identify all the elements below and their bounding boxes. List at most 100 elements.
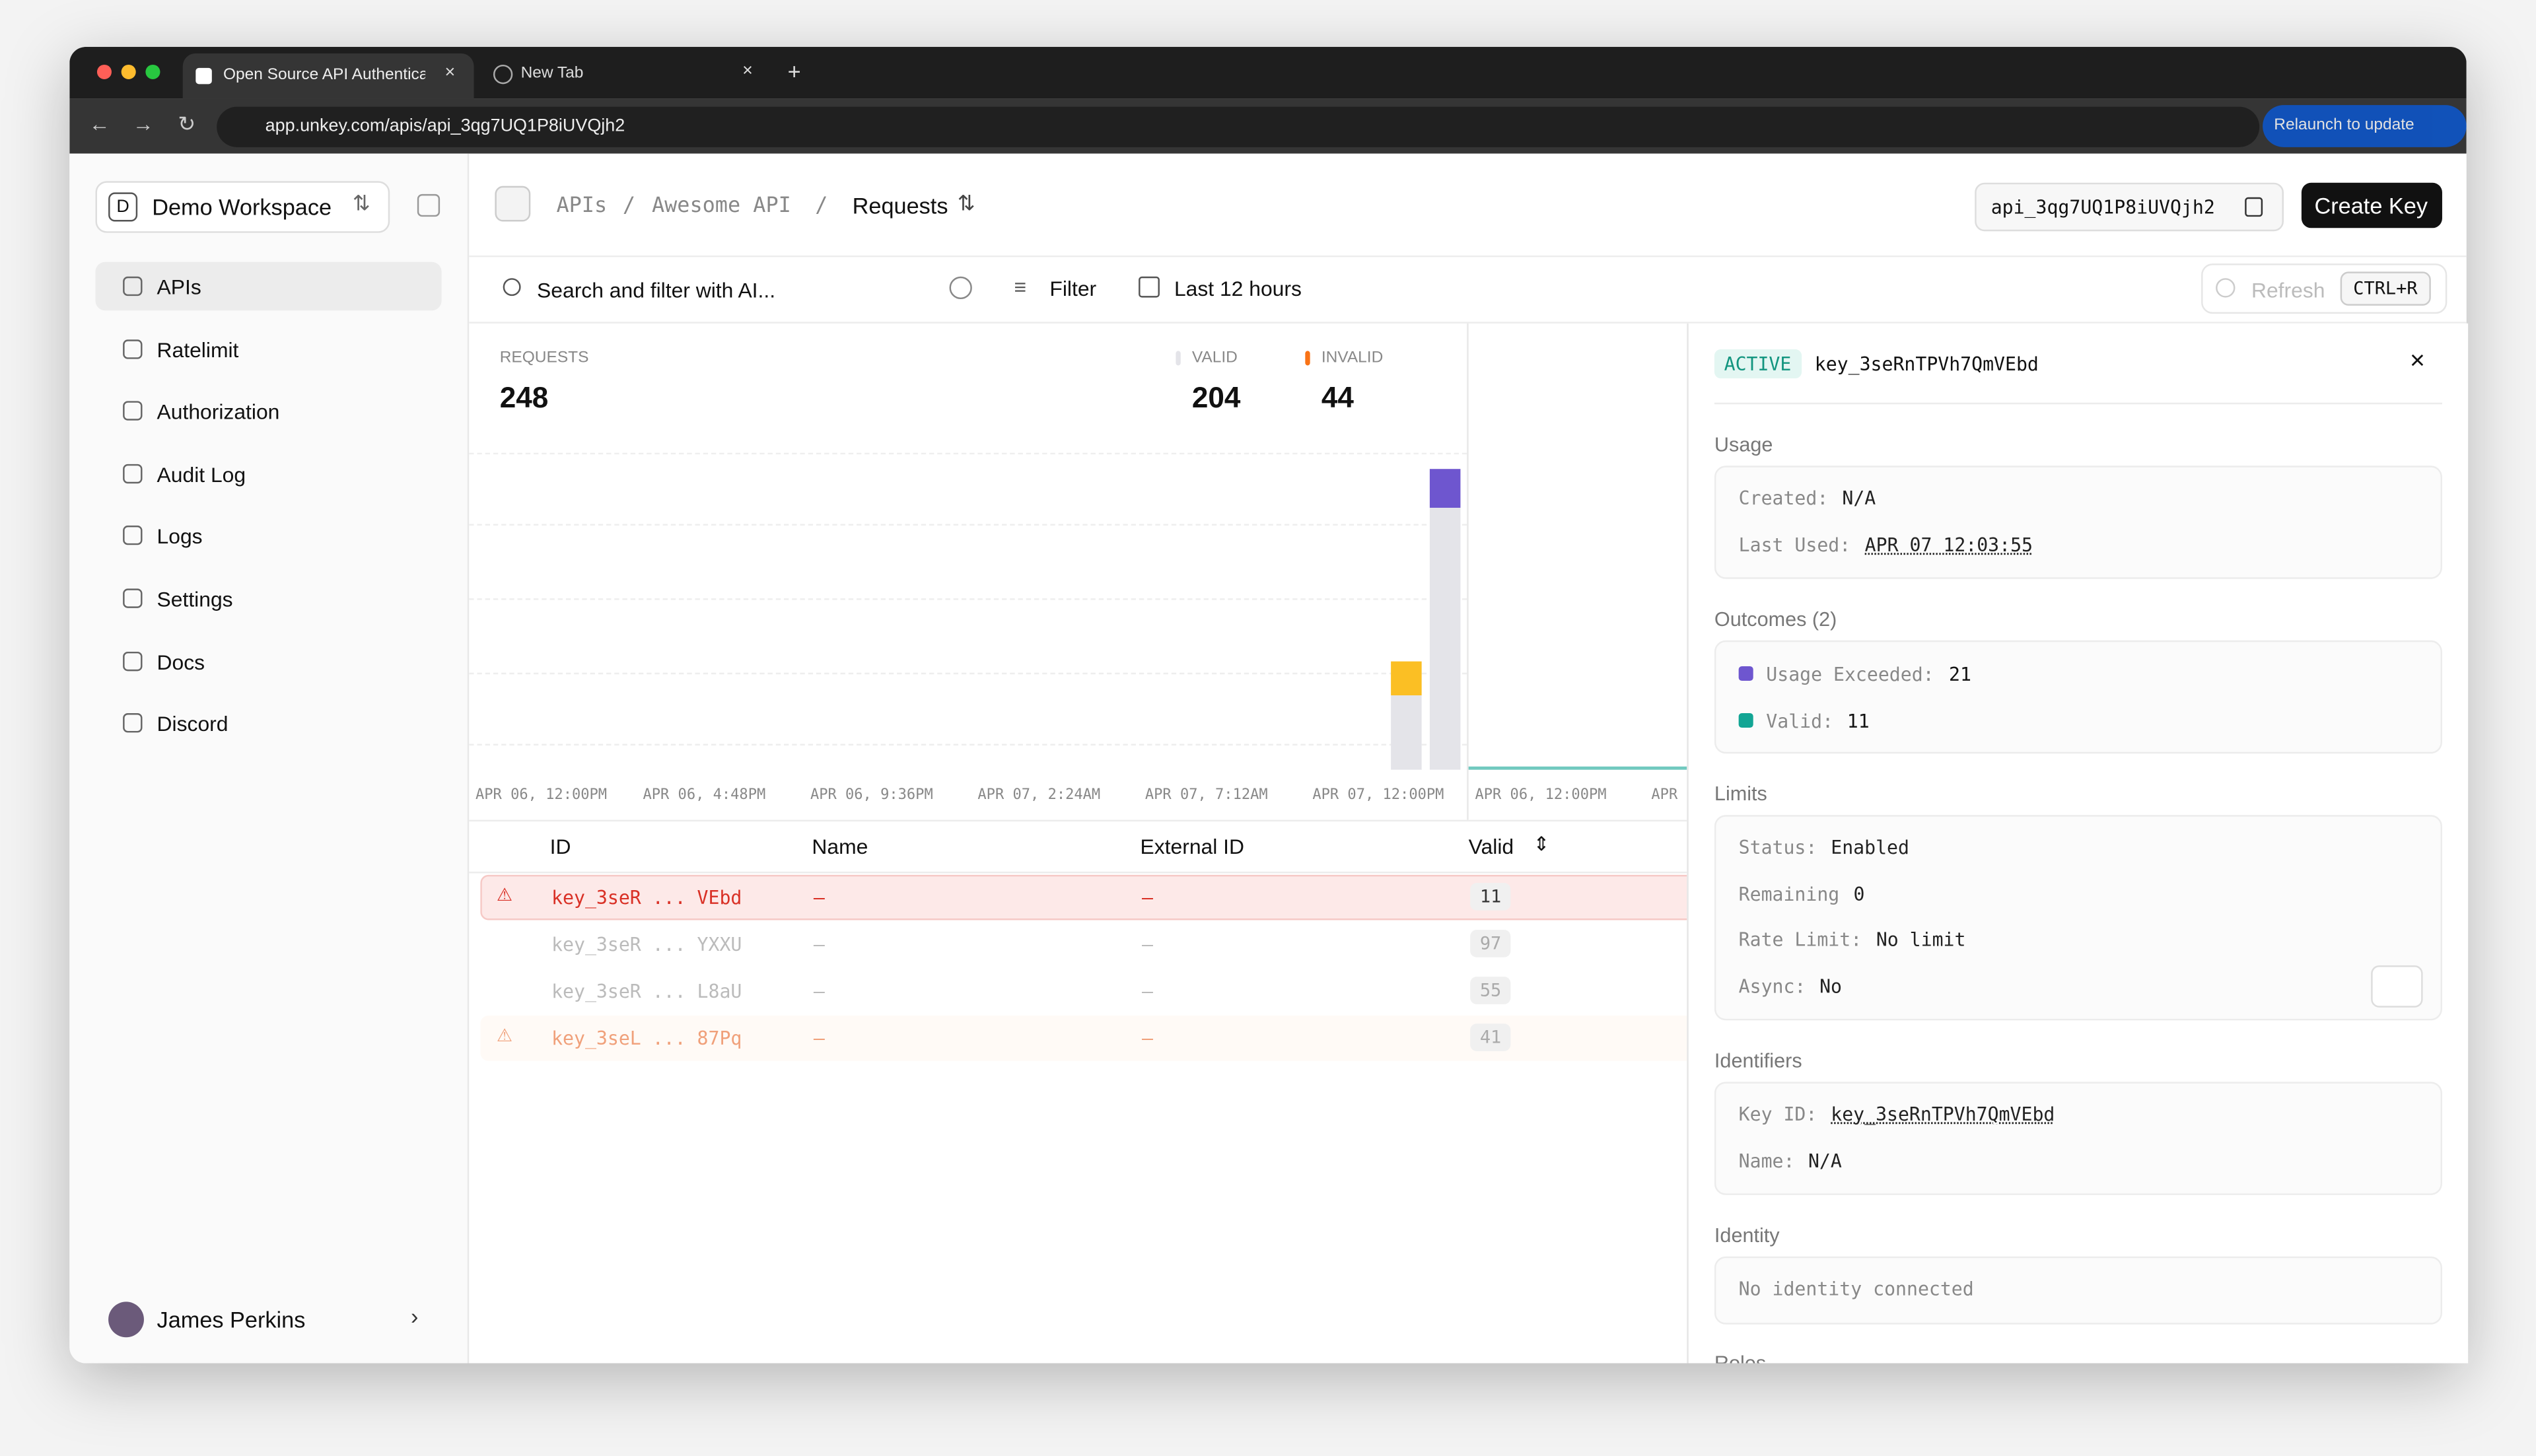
create-key-button[interactable]: Create Key	[2301, 182, 2442, 228]
user-name[interactable]: James Perkins	[157, 1306, 306, 1333]
tab-icon	[493, 64, 513, 85]
nav-label: Ratelimit	[157, 337, 239, 362]
cell: key_3seL ... 87Pq	[551, 1027, 742, 1050]
grid-line	[469, 744, 1467, 745]
bar-invalid	[1429, 469, 1461, 507]
limit-label: Async:	[1738, 974, 1806, 997]
tab-close[interactable]: ×	[742, 61, 753, 81]
cell: –	[813, 1027, 825, 1050]
nav-label: Authorization	[157, 399, 280, 425]
nav-icon	[123, 650, 143, 671]
limit-label: Rate Limit:	[1738, 928, 1862, 952]
nav-item[interactable]: Logs	[95, 512, 441, 560]
nav-item[interactable]: Discord	[95, 699, 441, 747]
close-dot[interactable]	[96, 64, 112, 80]
x-tick-label: APR 06, 9:36PM	[810, 787, 933, 804]
nav-item[interactable]: Settings	[95, 574, 441, 622]
active-tab[interactable]: Open Source API Authenticati ×	[182, 53, 474, 99]
relaunch-button[interactable]: Relaunch to update	[2263, 105, 2467, 147]
workspace-switcher[interactable]: D Demo Workspace ⇅	[95, 181, 390, 233]
outcome-label: Usage Exceeded:	[1766, 663, 1934, 686]
create-key-label: Create Key	[2314, 192, 2428, 219]
nav-icon	[123, 401, 143, 421]
filter-button[interactable]: Filter	[1049, 276, 1097, 301]
cell: key_3seR ... YXXU	[551, 933, 742, 956]
workspace-name: Demo Workspace	[152, 193, 332, 221]
tab-icon	[195, 67, 212, 85]
refresh-button[interactable]: Refresh CTRL+R	[2201, 263, 2448, 314]
table-row[interactable]: ⚠ key_3seL ... 87Pq – – 41	[480, 1015, 1691, 1061]
tab-title: Open Source API Authenticati	[223, 66, 426, 85]
key-id-value: key_3seRnTPVh7QmVEbd	[1831, 1103, 2055, 1126]
url: app.unkey.com/apis/api_3qg7UQ1P8iUVQjh2	[265, 116, 625, 136]
divider	[469, 872, 1687, 874]
avatar	[108, 1301, 144, 1338]
user-chevron[interactable]: ›	[411, 1303, 419, 1330]
section-title: Roles	[1714, 1352, 1767, 1364]
ai-icon[interactable]	[949, 276, 972, 300]
limit-value: Enabled	[1831, 836, 1909, 859]
nav-item[interactable]: Docs	[95, 637, 441, 685]
filter-icon: ≡	[1014, 275, 1027, 300]
back[interactable]: ←	[88, 111, 110, 136]
divider	[469, 322, 2467, 324]
nav-icon	[123, 276, 143, 296]
nav-icon	[123, 526, 143, 546]
name-value: N/A	[1808, 1150, 1842, 1173]
last-used-value: APR 07 12:03:55	[1864, 534, 2033, 557]
search-input[interactable]: Search and filter with AI...	[537, 278, 776, 302]
tab-close[interactable]: ×	[444, 63, 456, 83]
crumb-sep: /	[622, 193, 636, 219]
created-value: N/A	[1842, 487, 1876, 510]
nav-item[interactable]: Audit Log	[95, 449, 441, 497]
shortcut: CTRL+R	[2340, 271, 2431, 306]
tab-title[interactable]: New Tab	[520, 64, 584, 83]
status-badge: ACTIVE	[1714, 349, 1802, 379]
x-tick-label: APR 07, 2:24AM	[977, 787, 1101, 804]
key-id: key_3seRnTPVh7QmVEbd	[1814, 352, 2039, 376]
outcome-label: Valid:	[1766, 710, 1834, 733]
address-bar[interactable]: app.unkey.com/apis/api_3qg7UQ1P8iUVQjh2	[217, 106, 2260, 147]
max-dot[interactable]	[145, 64, 160, 80]
nav-item[interactable]: Authorization	[95, 387, 441, 435]
chevron: ⇅	[957, 190, 975, 215]
keys-table: ID Name External ID Valid ⇕ ⚠ key_3seR ... VEb…	[469, 819, 1691, 1365]
reload[interactable]: ↻	[178, 111, 196, 136]
relaunch-label: Relaunch to update	[2274, 116, 2414, 135]
sort-icon[interactable]: ⇕	[1533, 833, 1550, 856]
column-header: External ID	[1140, 834, 1245, 859]
range-button[interactable]: Last 12 hours	[1174, 276, 1302, 301]
copy-button[interactable]	[2371, 965, 2423, 1008]
cell: –	[813, 886, 825, 909]
nav-item[interactable]: APIs	[95, 261, 442, 311]
key-id-label: Key ID:	[1738, 1103, 1817, 1126]
api-id-badge[interactable]: api_3qg7UQ1P8iUVQjh2	[1975, 182, 2284, 232]
nav-item[interactable]: Ratelimit	[95, 324, 441, 372]
table-row[interactable]: key_3seR ... YXXU – – 97	[480, 922, 1690, 967]
table-row[interactable]: key_3seR ... L8aU – – 55	[480, 969, 1690, 1014]
cell: –	[813, 980, 825, 1003]
limit-value: No	[1819, 974, 1843, 997]
x-tick-label: APR 06, 4:48PM	[643, 787, 766, 804]
section-box: Status: Enabled Remaining 0 Rate Limit: No li…	[1714, 815, 2442, 1021]
crumb[interactable]: Awesome API	[651, 193, 791, 219]
stat-label: REQUESTS	[499, 349, 589, 367]
bar-valid	[1429, 506, 1461, 770]
table-row[interactable]: ⚠ key_3seR ... VEbd – – 11	[480, 874, 1691, 920]
min-dot[interactable]	[121, 64, 136, 80]
x-tick-label: APR 07, 12:00PM	[1312, 787, 1444, 804]
bar-valid	[1391, 695, 1422, 770]
new-tab[interactable]: +	[787, 58, 801, 85]
cell: –	[1141, 933, 1153, 956]
column-header[interactable]: Valid	[1468, 834, 1514, 859]
close-button[interactable]: ×	[2409, 347, 2425, 376]
name-label: Name:	[1738, 1150, 1795, 1173]
last-used-label: Last Used:	[1738, 534, 1851, 557]
crumb[interactable]: APIs	[556, 193, 608, 219]
chart: REQUESTS 248 VALID 204 INVALID 44 APR 06, 12:0…	[469, 323, 1687, 820]
collapse-sidebar[interactable]	[417, 193, 440, 217]
section-box: Key ID: key_3seRnTPVh7QmVEbd Name: N/A	[1714, 1082, 2442, 1195]
crumb-current[interactable]: Requests	[852, 192, 948, 219]
forward[interactable]: →	[132, 111, 154, 136]
